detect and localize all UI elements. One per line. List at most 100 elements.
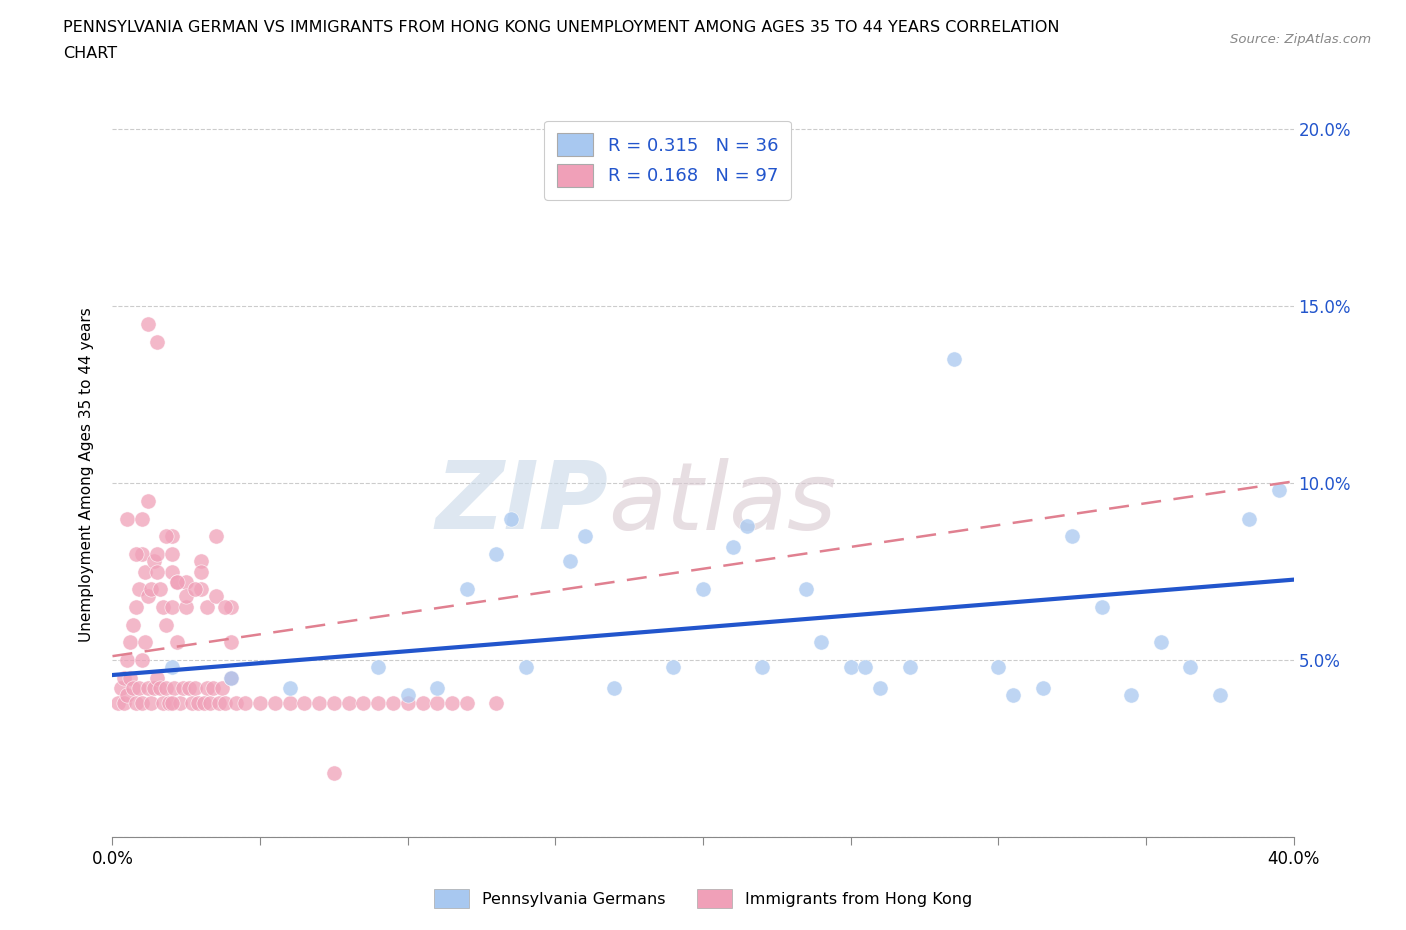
Point [292, 695, 315, 710]
Point [396, 695, 419, 710]
Point [219, 671, 242, 685]
Text: Source: ZipAtlas.com: Source: ZipAtlas.com [1230, 33, 1371, 46]
Point [155, 681, 177, 696]
Point [160, 695, 183, 710]
Point [367, 659, 389, 674]
Point [796, 582, 818, 597]
Point [112, 671, 135, 685]
Point [426, 681, 449, 696]
Point [146, 671, 169, 685]
Point [208, 695, 231, 710]
Point [942, 352, 965, 366]
Point [125, 547, 148, 562]
Text: PENNSYLVANIA GERMAN VS IMMIGRANTS FROM HONG KONG UNEMPLOYMENT AMONG AGES 35 TO 4: PENNSYLVANIA GERMAN VS IMMIGRANTS FROM H… [63, 20, 1060, 35]
Text: atlas: atlas [609, 458, 837, 549]
Legend: R = 0.315   N = 36, R = 0.168   N = 97: R = 0.315 N = 36, R = 0.168 N = 97 [544, 121, 790, 200]
Point [214, 600, 236, 615]
Legend: Pennsylvania Germans, Immigrants from Hong Kong: Pennsylvania Germans, Immigrants from Ho… [427, 883, 979, 914]
Point [1032, 681, 1054, 696]
Point [134, 565, 156, 579]
Point [501, 512, 523, 526]
Point [426, 695, 449, 710]
Point [152, 695, 174, 710]
Point [737, 518, 759, 533]
Point [160, 659, 183, 674]
Point [190, 565, 212, 579]
Point [169, 695, 191, 710]
Point [155, 618, 177, 632]
Point [149, 681, 172, 696]
Point [233, 695, 256, 710]
Point [898, 659, 921, 674]
Point [131, 512, 153, 526]
Point [157, 695, 180, 710]
Point [1091, 600, 1114, 615]
Point [166, 575, 188, 590]
Point [131, 695, 153, 710]
Point [146, 565, 169, 579]
Point [120, 671, 142, 685]
Point [485, 695, 508, 710]
Point [225, 695, 247, 710]
Point [155, 529, 177, 544]
Point [1239, 512, 1261, 526]
Point [264, 695, 287, 710]
Point [125, 600, 148, 615]
Point [120, 635, 142, 650]
Point [278, 695, 301, 710]
Point [195, 600, 218, 615]
Point [181, 695, 204, 710]
Point [219, 635, 242, 650]
Point [662, 659, 685, 674]
Point [112, 695, 135, 710]
Point [308, 695, 330, 710]
Point [1119, 688, 1142, 703]
Point [163, 681, 186, 696]
Point [721, 539, 744, 554]
Point [219, 600, 242, 615]
Point [146, 547, 169, 562]
Point [179, 681, 201, 696]
Point [987, 659, 1010, 674]
Point [160, 547, 183, 562]
Point [174, 575, 197, 590]
Point [128, 681, 150, 696]
Point [195, 681, 218, 696]
Point [219, 671, 242, 685]
Point [367, 695, 389, 710]
Text: ZIP: ZIP [436, 458, 609, 550]
Point [1208, 688, 1232, 703]
Point [456, 582, 478, 597]
Point [205, 589, 228, 604]
Point [1001, 688, 1024, 703]
Point [139, 582, 162, 597]
Point [1150, 635, 1173, 650]
Point [1062, 529, 1084, 544]
Point [128, 582, 150, 597]
Point [117, 512, 138, 526]
Point [134, 635, 156, 650]
Point [558, 553, 582, 568]
Point [174, 600, 197, 615]
Point [136, 681, 159, 696]
Point [456, 695, 478, 710]
Point [142, 681, 165, 696]
Point [1268, 483, 1291, 498]
Point [117, 653, 138, 668]
Point [122, 618, 145, 632]
Point [1178, 659, 1201, 674]
Point [201, 681, 224, 696]
Point [869, 681, 891, 696]
Point [160, 600, 183, 615]
Point [323, 695, 346, 710]
Text: CHART: CHART [63, 46, 117, 61]
Point [152, 600, 174, 615]
Point [172, 681, 194, 696]
Point [396, 688, 419, 703]
Point [136, 494, 159, 509]
Point [485, 547, 508, 562]
Point [146, 334, 169, 349]
Point [574, 529, 596, 544]
Point [174, 589, 197, 604]
Point [205, 529, 228, 544]
